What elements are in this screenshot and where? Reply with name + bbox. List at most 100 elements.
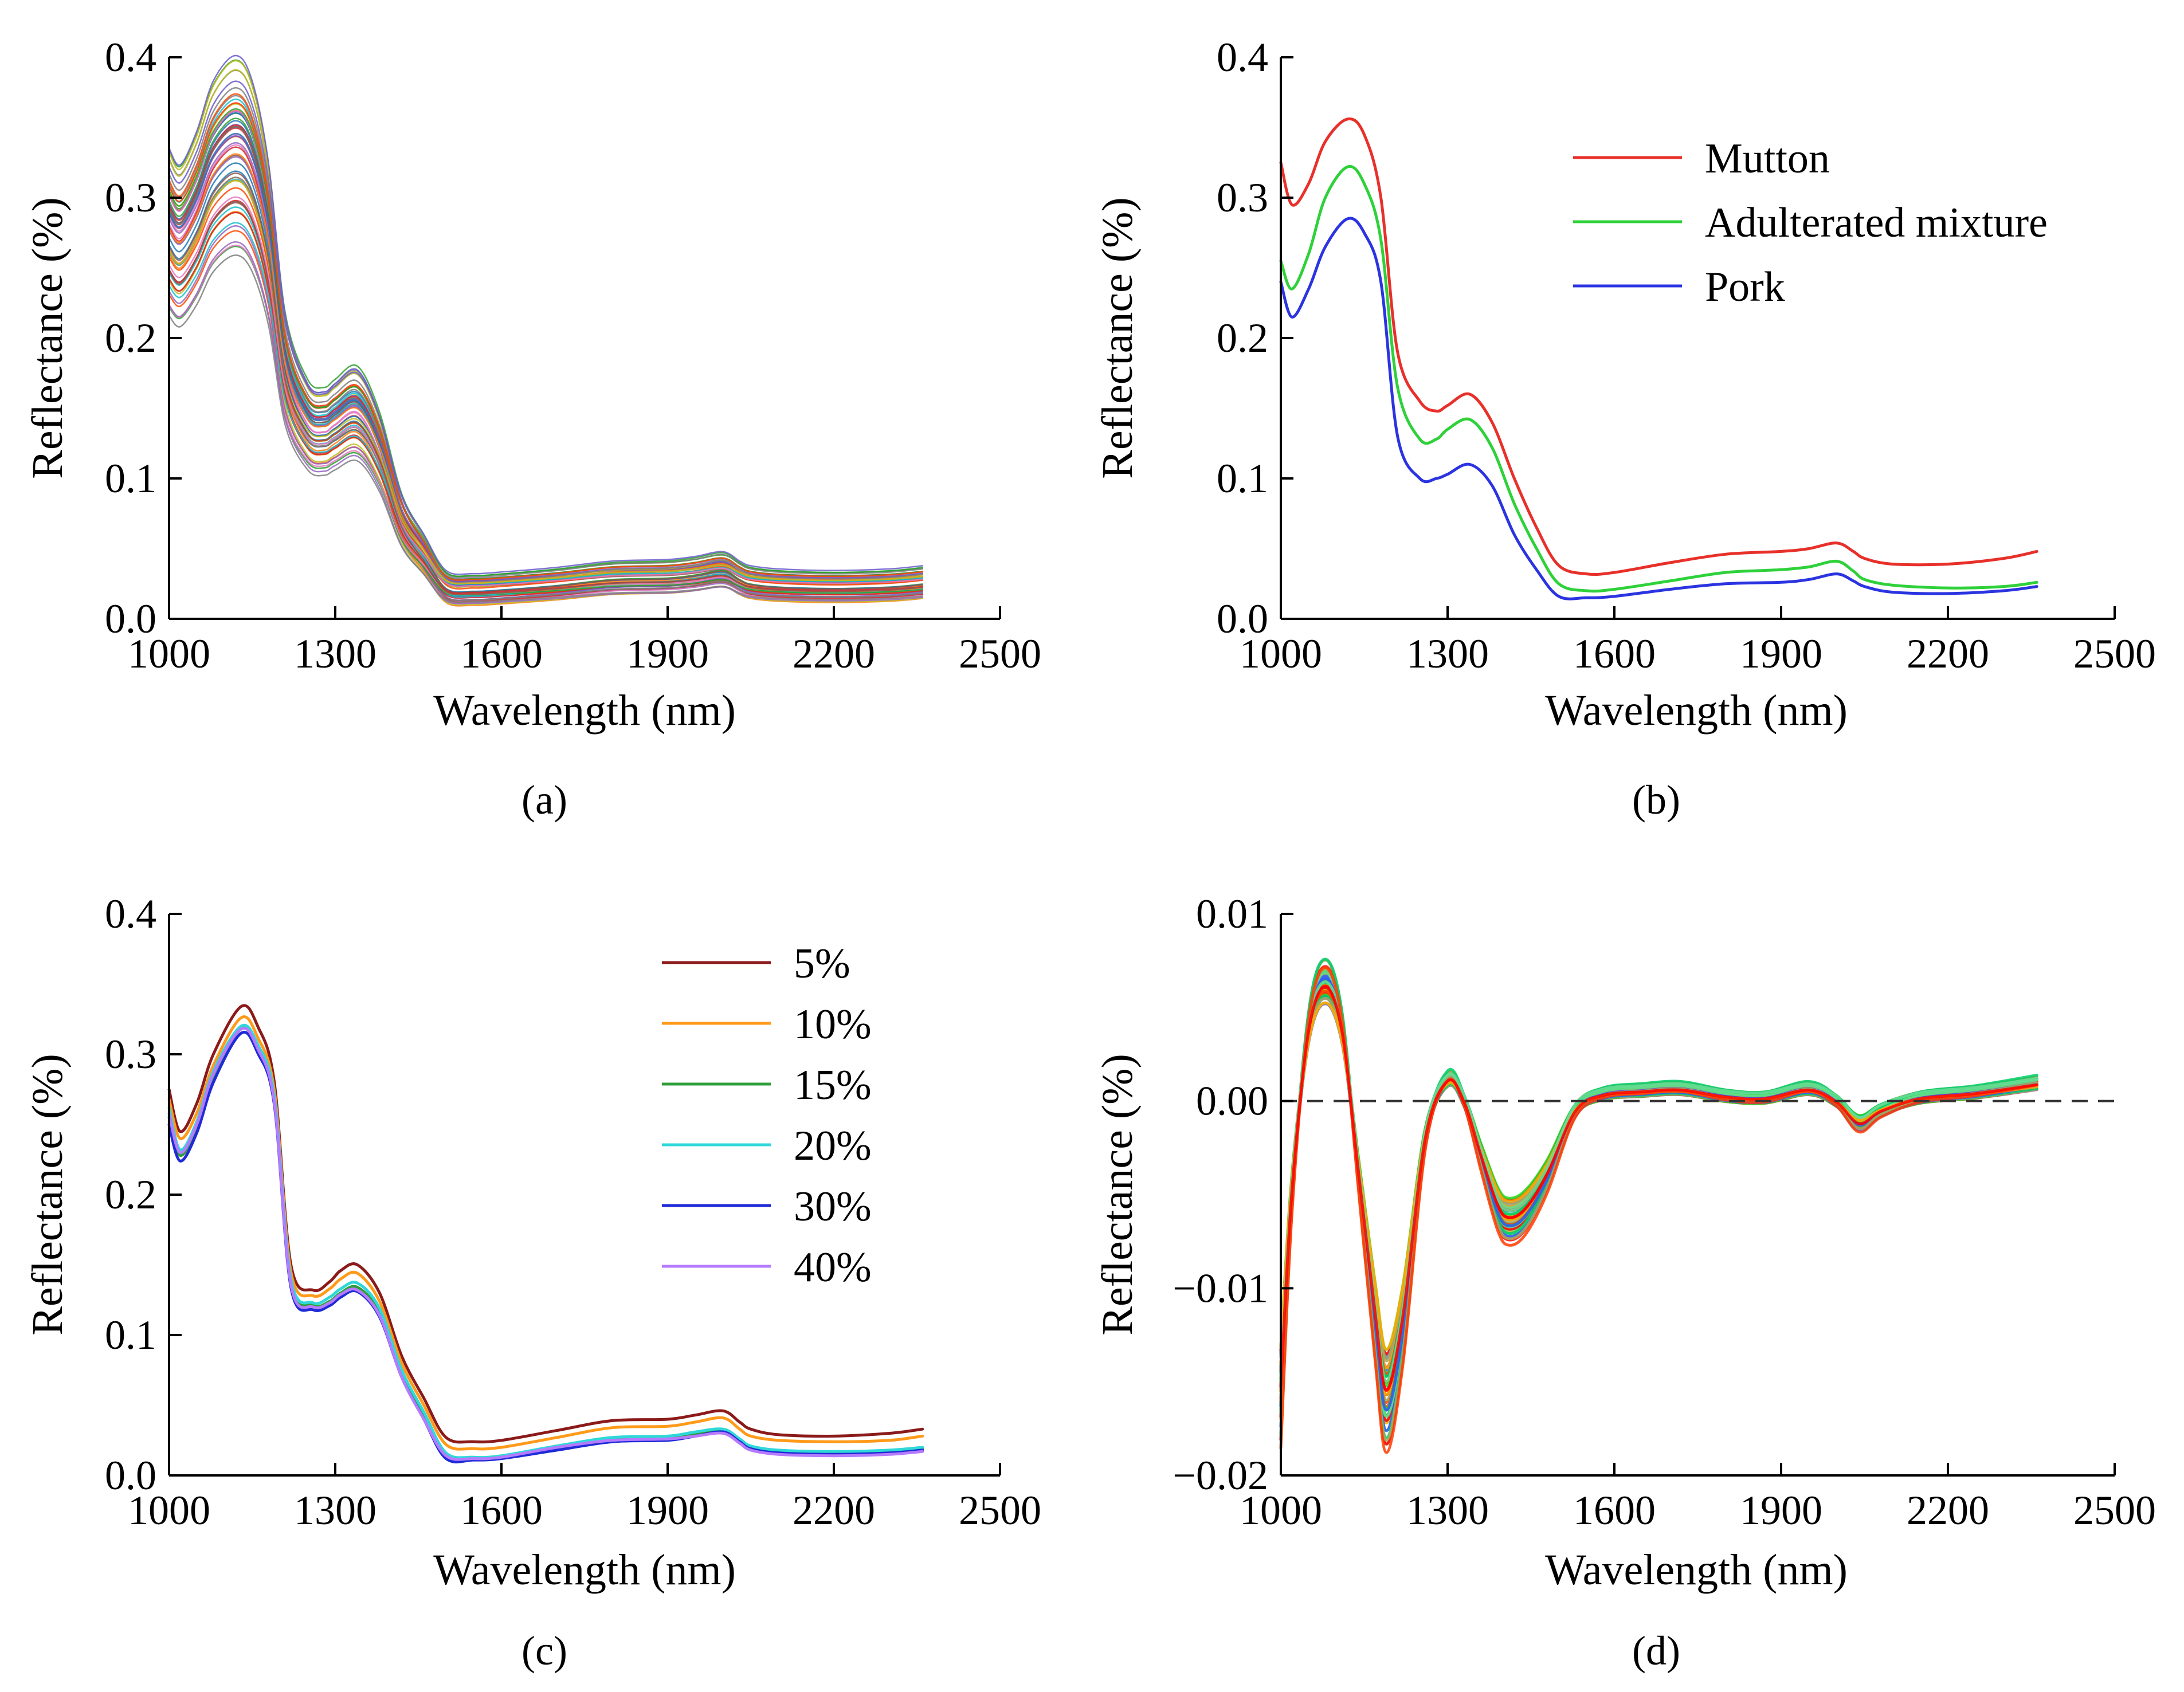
x-tick-label: 2500	[2073, 1487, 2156, 1533]
sample-spectrum-line	[168, 125, 923, 594]
x-tick-label: 2200	[793, 1487, 875, 1533]
x-tick-label: 1300	[294, 631, 377, 677]
sample-spectrum-line	[1279, 986, 2038, 1391]
sample-spectrum-line	[1279, 986, 2038, 1374]
y-tick-label: 0.3	[105, 175, 156, 221]
series-line-1	[167, 1015, 924, 1451]
x-tick-label: 2200	[1907, 1487, 1989, 1533]
x-tick-label: 1900	[1740, 631, 1822, 677]
sample-spectrum-line	[168, 172, 923, 596]
x-tick-label: 2200	[1907, 631, 1989, 677]
x-tick-label: 1900	[626, 631, 709, 677]
series-line-5	[167, 1026, 924, 1461]
chart-panel-b: 1000 1300 1600 1900 2200 2500 0.0 0.1 0.2 0.3 0.4 W…	[1093, 34, 2156, 823]
y-axis-title: Reflectance (%)	[1093, 1054, 1142, 1336]
legend-label: 40%	[794, 1244, 872, 1291]
x-tick-label: 1000	[1240, 631, 1322, 677]
x-tick-label: 1900	[1740, 1487, 1822, 1533]
panel-caption: (a)	[522, 777, 567, 823]
legend-label: 15%	[794, 1062, 872, 1109]
legend-label: 20%	[794, 1122, 872, 1169]
series-group	[167, 1004, 924, 1464]
sample-spectrum-line	[1279, 995, 2038, 1378]
sample-spectrum-line	[1279, 1002, 2038, 1351]
legend: 5% 10% 15% 20% 30% 40%	[662, 940, 872, 1291]
x-tick-label: 2500	[959, 631, 1041, 677]
y-tick-label: 0.4	[105, 34, 156, 80]
y-tick-label: 0.1	[105, 1312, 156, 1358]
x-tick-label: 1600	[460, 1487, 543, 1533]
x-tick-label: 2500	[2073, 631, 2156, 677]
x-tick-label: 1600	[460, 631, 543, 677]
y-tick-label: −0.01	[1173, 1265, 1268, 1311]
sample-spectrum-line	[1279, 994, 2038, 1351]
y-tick-label: 0.00	[1196, 1078, 1268, 1124]
sample-spectrum-line	[1279, 996, 2038, 1357]
y-tick-label: 0.4	[105, 891, 156, 937]
x-axis-title: Wavelength (nm)	[1545, 1546, 1848, 1594]
sample-spectrum-line	[1279, 991, 2038, 1372]
sample-spectrum-line	[168, 80, 923, 575]
legend-label: 10%	[794, 1001, 872, 1048]
y-axis-title: Reflectance (%)	[23, 1054, 72, 1336]
series-line-0	[1279, 117, 2038, 576]
y-tick-label: 0.1	[105, 456, 156, 501]
y-tick-label: 0.2	[105, 315, 156, 361]
x-tick-label: 1300	[294, 1487, 377, 1533]
x-tick-label: 1000	[1240, 1487, 1322, 1533]
legend-label: Adulterated mixture	[1705, 199, 2048, 246]
sample-spectrum-line	[168, 180, 923, 585]
sample-spectrum-line	[168, 254, 923, 603]
panel-caption: (c)	[522, 1628, 567, 1674]
y-axis-title: Reflectance (%)	[1093, 197, 1142, 479]
series-group	[168, 54, 923, 607]
series-group	[1279, 117, 2038, 600]
x-axis-title: Wavelength (nm)	[433, 686, 736, 735]
y-tick-label: 0.2	[105, 1172, 156, 1218]
legend-label: Mutton	[1705, 135, 1830, 182]
sample-spectrum-line	[168, 102, 923, 581]
sample-spectrum-line	[1279, 982, 2038, 1377]
x-tick-label: 1900	[626, 1487, 709, 1533]
series-line-1	[1279, 164, 2038, 593]
x-tick-label: 1300	[1406, 631, 1489, 677]
sample-spectrum-line	[1279, 992, 2038, 1356]
x-tick-label: 1000	[128, 1487, 210, 1533]
sample-spectrum-line	[1279, 993, 2038, 1369]
sample-spectrum-line	[1279, 996, 2038, 1359]
sample-spectrum-line	[1279, 988, 2038, 1369]
y-axis-title: Reflectance (%)	[23, 197, 72, 479]
legend: Mutton Adulterated mixture Pork	[1573, 135, 2048, 311]
y-tick-label: 0.01	[1196, 891, 1268, 937]
sample-spectrum-line	[1279, 980, 2038, 1383]
series-line-0	[167, 1004, 924, 1444]
sample-spectrum-line	[1279, 994, 2038, 1373]
chart-panel-d: 1000 1300 1600 1900 2200 2500 −0.02 −0.01 0.00 0.…	[1093, 891, 2156, 1674]
y-tick-label: 0.1	[1217, 456, 1268, 501]
panel-caption: (b)	[1632, 777, 1680, 823]
y-tick-label: −0.02	[1173, 1452, 1268, 1498]
y-tick-label: 0.0	[1217, 596, 1268, 642]
x-axis-title: Wavelength (nm)	[433, 1546, 736, 1594]
legend-label: 5%	[794, 940, 850, 987]
x-tick-label: 2500	[959, 1487, 1041, 1533]
y-tick-label: 0.4	[1217, 34, 1268, 80]
y-tick-label: 0.0	[105, 1452, 156, 1498]
y-tick-label: 0.2	[1217, 315, 1268, 361]
series-line-2	[1279, 217, 2038, 600]
x-tick-label: 1600	[1573, 1487, 1656, 1533]
x-tick-label: 2200	[793, 631, 875, 677]
chart-panel-a: 1000 1300 1600 1900 2200 2500 0.0 0.1 0.2 0.3 0.4 W…	[23, 34, 1041, 823]
sample-spectrum-line	[1279, 1001, 2038, 1363]
x-tick-label: 1000	[128, 631, 210, 677]
sample-spectrum-line	[168, 196, 923, 587]
x-tick-label: 1300	[1406, 1487, 1489, 1533]
chart-panel-c: 1000 1300 1600 1900 2200 2500 0.0 0.1 0.2 0.3 0.4 W…	[23, 891, 1041, 1674]
sample-spectrum-line	[1279, 986, 2038, 1377]
legend-label: Pork	[1705, 264, 1785, 311]
x-tick-label: 1600	[1573, 631, 1656, 677]
legend-label: 30%	[794, 1183, 872, 1230]
x-axis-title: Wavelength (nm)	[1545, 686, 1848, 735]
y-tick-label: 0.3	[105, 1031, 156, 1077]
